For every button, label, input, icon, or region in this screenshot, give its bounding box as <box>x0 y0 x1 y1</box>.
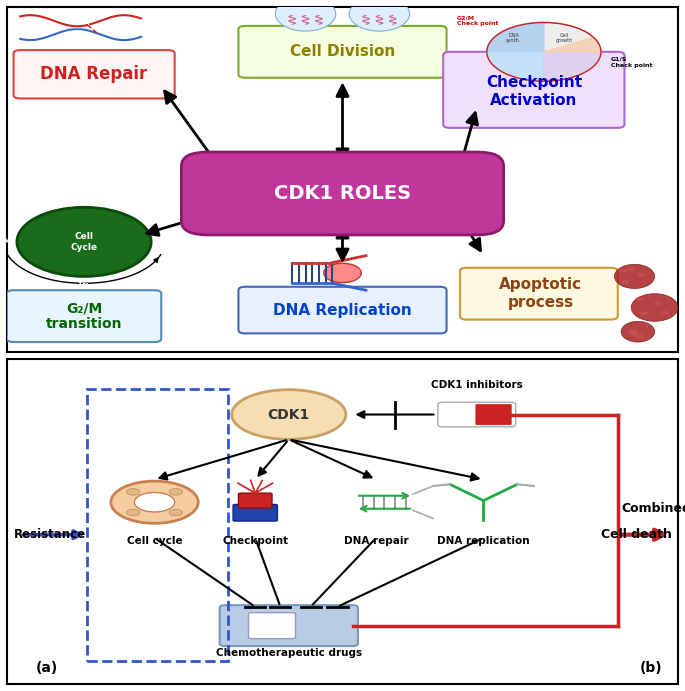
Circle shape <box>487 23 601 82</box>
FancyBboxPatch shape <box>220 605 358 646</box>
Text: Cell cycle: Cell cycle <box>127 536 182 547</box>
Circle shape <box>636 334 645 339</box>
Circle shape <box>653 301 662 305</box>
Circle shape <box>621 280 630 284</box>
Text: CDK1 ROLES: CDK1 ROLES <box>274 184 411 203</box>
Text: Cell Division: Cell Division <box>290 44 395 59</box>
Text: (a): (a) <box>36 661 58 675</box>
Text: G2/M
Check point: G2/M Check point <box>457 15 498 26</box>
Text: M: M <box>2 237 10 247</box>
Ellipse shape <box>349 0 410 31</box>
Circle shape <box>632 332 640 337</box>
Text: DNA Repair: DNA Repair <box>40 65 148 84</box>
Text: Apoptotic
process: Apoptotic process <box>499 278 582 310</box>
Circle shape <box>17 207 151 276</box>
Circle shape <box>630 332 637 336</box>
Text: Cell death: Cell death <box>601 528 671 541</box>
Ellipse shape <box>275 0 336 31</box>
Circle shape <box>111 481 198 523</box>
Text: DNA repair: DNA repair <box>344 536 408 547</box>
Circle shape <box>127 509 140 515</box>
Polygon shape <box>544 37 601 52</box>
FancyBboxPatch shape <box>7 290 161 342</box>
Text: S: S <box>158 237 164 247</box>
Text: Checkpoint: Checkpoint <box>222 536 288 547</box>
FancyBboxPatch shape <box>14 50 175 99</box>
FancyBboxPatch shape <box>475 404 512 425</box>
Ellipse shape <box>614 264 655 289</box>
Text: G1/S
Check point: G1/S Check point <box>611 57 653 68</box>
Circle shape <box>636 296 644 301</box>
Text: DNA Replication: DNA Replication <box>273 303 412 319</box>
Text: Combined: Combined <box>621 502 685 515</box>
Text: Cell
Cycle: Cell Cycle <box>71 232 97 252</box>
Ellipse shape <box>631 294 678 321</box>
FancyBboxPatch shape <box>438 402 516 427</box>
Text: Resistance: Resistance <box>14 528 86 541</box>
FancyBboxPatch shape <box>182 152 503 235</box>
Text: G₂/M
transition: G₂/M transition <box>46 301 123 331</box>
Text: DNA replication: DNA replication <box>437 536 530 547</box>
Polygon shape <box>487 23 544 52</box>
Text: CDK1 inhibitors: CDK1 inhibitors <box>431 380 523 390</box>
Circle shape <box>661 311 669 315</box>
Polygon shape <box>544 52 601 82</box>
Circle shape <box>627 267 635 271</box>
Circle shape <box>169 489 183 495</box>
Text: Cell
growth: Cell growth <box>556 32 573 44</box>
Circle shape <box>640 311 649 315</box>
FancyBboxPatch shape <box>238 26 447 78</box>
FancyBboxPatch shape <box>249 613 295 638</box>
FancyBboxPatch shape <box>233 504 277 521</box>
Text: CDK1: CDK1 <box>268 408 310 422</box>
Text: Chemotherapeutic drugs: Chemotherapeutic drugs <box>216 648 362 659</box>
Ellipse shape <box>621 321 655 342</box>
Bar <box>88 388 228 661</box>
Circle shape <box>127 489 140 495</box>
FancyBboxPatch shape <box>238 287 447 334</box>
Circle shape <box>630 330 638 334</box>
Text: G₁: G₁ <box>79 195 89 204</box>
FancyBboxPatch shape <box>443 52 625 128</box>
Circle shape <box>619 268 627 272</box>
Text: (b): (b) <box>640 661 662 675</box>
Ellipse shape <box>232 390 346 439</box>
FancyBboxPatch shape <box>460 268 618 320</box>
Text: G₂: G₂ <box>79 280 89 289</box>
Text: DNA
synth.: DNA synth. <box>506 32 521 44</box>
Text: Checkpoint
Activation: Checkpoint Activation <box>486 75 582 108</box>
Circle shape <box>134 493 175 512</box>
Polygon shape <box>487 52 544 82</box>
Circle shape <box>637 273 645 277</box>
FancyBboxPatch shape <box>238 493 272 508</box>
Circle shape <box>169 509 183 515</box>
Circle shape <box>324 263 361 283</box>
